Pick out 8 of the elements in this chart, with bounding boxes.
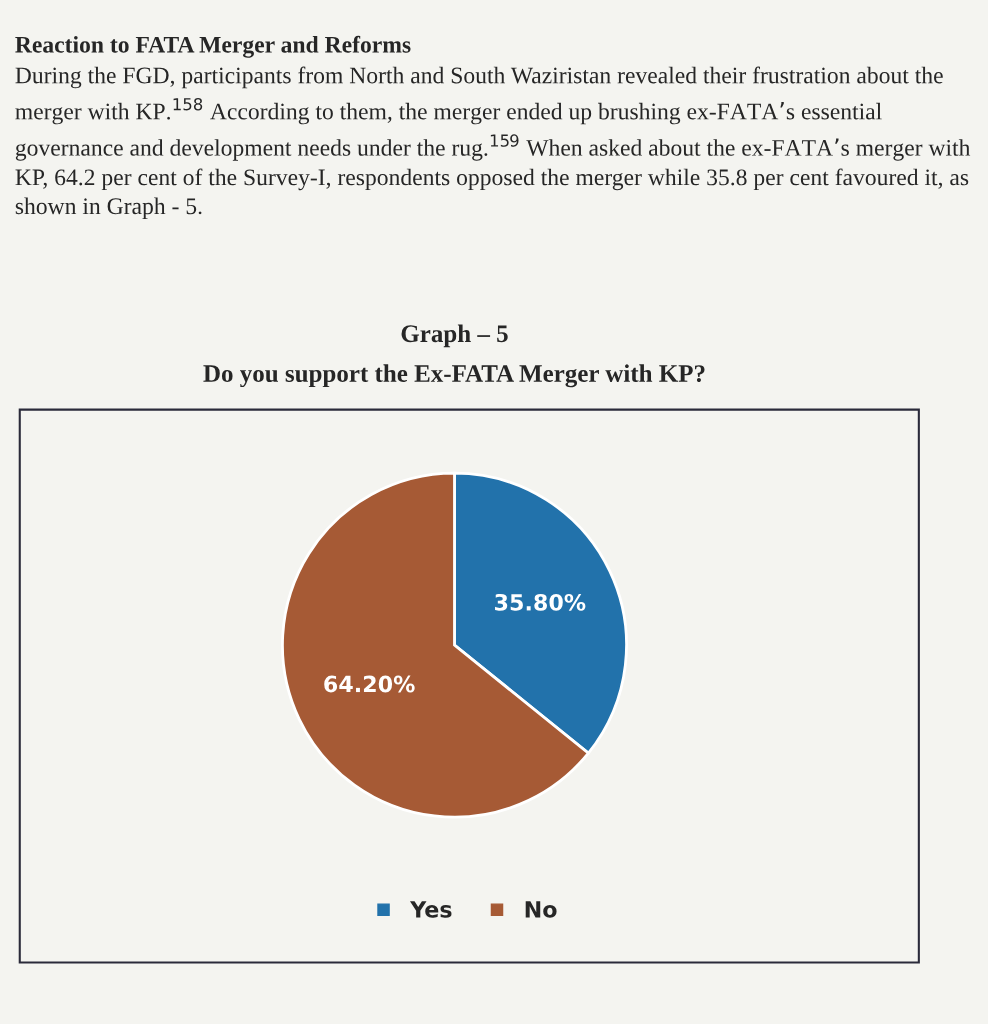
chart-subtitle: Do you support the Ex-FATA Merger with KP?	[203, 364, 705, 388]
text: During the FGD, participants from North and South Waziristan revealed their frustration about the merger with KP.$^{158}$ According to them, the merger ended up brushing ex-FATA’s essential governance and development needs under the rug.$^{159}$ When asked about the ex-FATA’s merger with KP, 64.2 per cent of the Survey-I, respondents opposed the merger while 35.8 per cent favoured it, as shown in Graph - 5.	[15, 66, 971, 219]
data-label: 35.80%	[495, 593, 586, 611]
legend-label: No	[525, 901, 557, 918]
legend-label: Yes	[409, 901, 452, 918]
data-label: 64.20%	[324, 675, 415, 693]
chart-title: Graph – 5	[401, 324, 508, 348]
text: Reaction to FATA Merger and Reforms	[15, 35, 411, 58]
